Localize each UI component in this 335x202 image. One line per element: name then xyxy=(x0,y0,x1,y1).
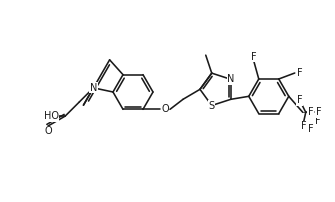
Text: N: N xyxy=(90,83,97,93)
Text: F: F xyxy=(315,116,320,126)
Text: O: O xyxy=(161,104,169,114)
Text: S: S xyxy=(209,101,215,110)
Text: F: F xyxy=(297,95,303,105)
Text: O: O xyxy=(44,126,52,136)
Text: F: F xyxy=(308,107,313,117)
Text: F: F xyxy=(308,124,313,134)
Text: F: F xyxy=(316,107,322,117)
Text: N: N xyxy=(227,74,234,84)
Text: F: F xyxy=(301,121,307,131)
Text: F: F xyxy=(251,52,257,62)
Text: F: F xyxy=(297,68,303,78)
Text: HO: HO xyxy=(44,111,59,121)
